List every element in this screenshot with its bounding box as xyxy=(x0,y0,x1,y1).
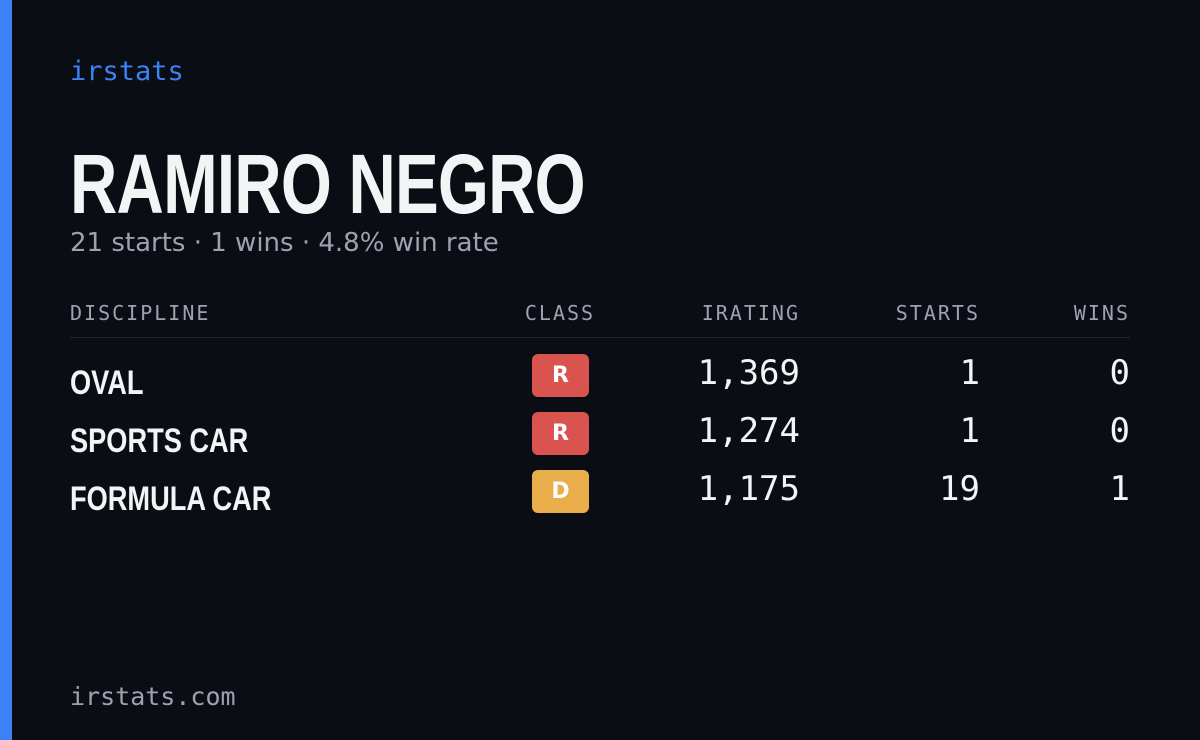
wins: 1 xyxy=(1109,469,1130,509)
starts: 1 xyxy=(959,411,980,451)
discipline: FORMULA CAR xyxy=(70,480,272,518)
discipline: OVAL xyxy=(70,364,144,402)
footer: irstats.com xyxy=(70,682,236,711)
column-header: CLASS xyxy=(524,301,596,325)
irating: 1,274 xyxy=(697,411,800,451)
class-badge: D xyxy=(532,470,589,513)
wins: 0 xyxy=(1109,353,1130,393)
accent-bar xyxy=(0,0,12,740)
brand: irstats xyxy=(70,56,184,87)
driver-name: RAMIRO NEGRO xyxy=(70,137,586,231)
class-badge: R xyxy=(532,354,589,397)
class-badge: R xyxy=(532,412,589,455)
irating: 1,175 xyxy=(697,469,800,509)
column-header: IRATING xyxy=(701,301,800,325)
column-header: WINS xyxy=(1073,301,1130,325)
wins: 0 xyxy=(1109,411,1130,451)
header-rule xyxy=(70,337,1130,338)
column-header: STARTS xyxy=(895,301,980,325)
column-header: DISCIPLINE xyxy=(70,301,211,325)
starts: 19 xyxy=(939,469,980,509)
starts: 1 xyxy=(959,353,980,393)
driver-summary: 21 starts · 1 wins · 4.8% win rate xyxy=(70,228,499,258)
discipline: SPORTS CAR xyxy=(70,422,249,460)
irating: 1,369 xyxy=(697,353,800,393)
